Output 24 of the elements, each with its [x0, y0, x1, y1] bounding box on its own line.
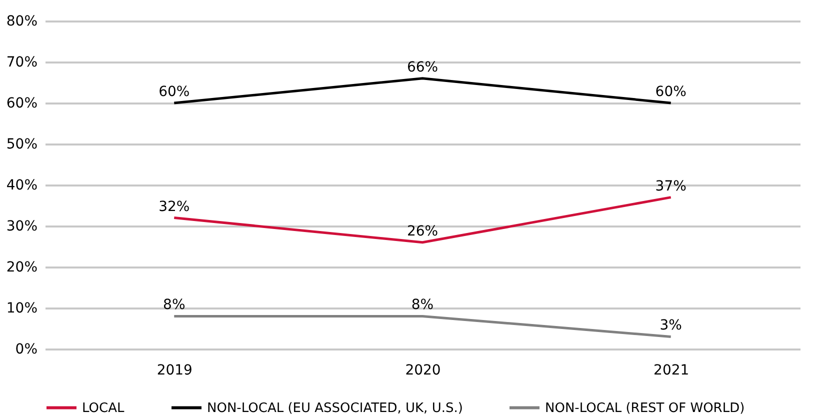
data-label: 8%	[163, 297, 186, 314]
y-tick-label: 10%	[6, 300, 38, 316]
y-tick-label: 20%	[6, 260, 38, 276]
data-label: 3%	[660, 318, 682, 334]
data-label: 26%	[406, 223, 438, 240]
data-label: 8%	[411, 297, 434, 314]
data-label: 37%	[655, 178, 686, 194]
data-label: 60%	[655, 84, 686, 100]
y-tick-label: 40%	[6, 178, 38, 194]
x-tick-label: 2021	[654, 362, 690, 378]
legend-label: NON-LOCAL (EU ASSOCIATED, UK, U.S.)	[207, 400, 463, 416]
y-tick-label: 60%	[6, 96, 38, 112]
x-tick-label: 2020	[405, 362, 441, 378]
y-tick-label: 30%	[6, 218, 38, 234]
y-tick-label: 50%	[6, 136, 38, 152]
data-label: 60%	[158, 84, 190, 100]
data-label: 32%	[158, 198, 190, 215]
legend-label: NON-LOCAL (REST OF WORLD)	[545, 400, 745, 416]
y-tick-label: 80%	[6, 14, 38, 30]
y-tick-label: 70%	[6, 54, 38, 70]
y-tick-label: 0%	[15, 342, 38, 358]
data-label: 66%	[406, 59, 438, 76]
legend-label: LOCAL	[82, 400, 125, 416]
x-tick-label: 2019	[156, 362, 192, 378]
